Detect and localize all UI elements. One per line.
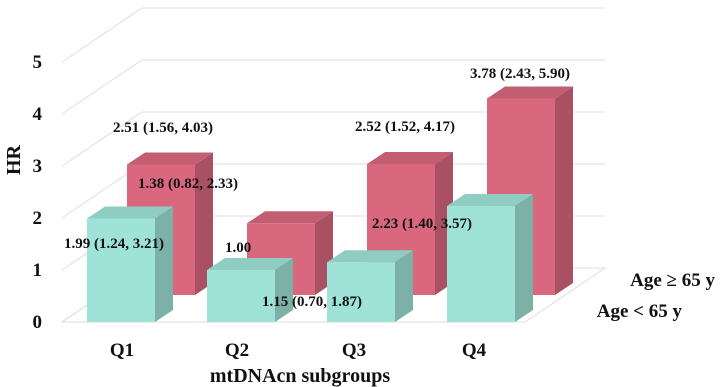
- series-label: Age < 65 y: [597, 301, 683, 322]
- series-label: Age ≥ 65 y: [630, 270, 715, 291]
- bar-side: [275, 258, 293, 322]
- y-tick-label: 4: [33, 104, 43, 125]
- y-tick-label: 2: [33, 208, 43, 229]
- bar-Q3-series-1: [327, 250, 413, 322]
- bars: [87, 86, 573, 322]
- bar-top: [247, 211, 333, 224]
- bar-front: [207, 270, 275, 322]
- y-tick-label: 5: [33, 52, 43, 73]
- bar-side: [395, 250, 413, 322]
- bar-Q2-series-1: [207, 258, 293, 322]
- x-axis-label: mtDNAcn subgroups: [210, 365, 390, 387]
- y-tick-label: 3: [33, 156, 43, 177]
- bar-front: [87, 218, 155, 322]
- x-tick-label: Q4: [462, 340, 487, 361]
- y-axis-label: HR: [3, 144, 25, 175]
- bar-side: [555, 86, 573, 295]
- bar-side: [195, 152, 213, 295]
- y-tick-label: 0: [33, 312, 43, 333]
- bar-side: [155, 206, 173, 322]
- bar-top: [327, 250, 413, 263]
- bar-front: [447, 206, 515, 322]
- gridline: [61, 7, 605, 63]
- data-label: 1.99 (1.24, 3.21): [64, 236, 164, 252]
- y-tick-label: 1: [33, 260, 43, 281]
- gridline: [61, 59, 605, 115]
- data-label: 1.38 (0.82, 2.33): [138, 176, 238, 192]
- data-label: 1.15 (0.70, 1.87): [262, 294, 362, 310]
- x-tick-labels: Q1 Q2 Q3 Q4: [110, 340, 487, 361]
- data-label: 2.51 (1.56, 4.03): [113, 120, 213, 136]
- bar-top: [367, 151, 453, 164]
- bar-side: [515, 194, 533, 322]
- bar-top: [447, 194, 533, 207]
- data-label: 2.52 (1.52, 4.17): [355, 119, 455, 135]
- data-labels: 1.99 (1.24, 3.21) 1.00 1.15 (0.70, 1.87) 2.…: [64, 66, 570, 310]
- bar-top: [487, 86, 573, 99]
- x-tick-label: Q2: [225, 340, 249, 361]
- data-label: 2.23 (1.40, 3.57): [372, 216, 472, 232]
- bar-top: [87, 206, 173, 219]
- gridline: [61, 111, 605, 167]
- x-tick-label: Q1: [110, 340, 134, 361]
- bar-Q1-series-1: [87, 206, 173, 322]
- x-tick-label: Q3: [342, 340, 366, 361]
- data-label: 3.78 (2.43, 5.90): [470, 66, 570, 82]
- bar-front: [327, 262, 395, 322]
- bar-top: [207, 258, 293, 270]
- y-tick-labels: 0 1 2 3 4 5: [33, 52, 43, 333]
- data-label: 1.00: [225, 240, 251, 256]
- series-depth-labels: Age < 65 y Age ≥ 65 y: [597, 270, 716, 322]
- bar-Q4-series-1: [447, 194, 533, 322]
- bar-top: [127, 152, 213, 165]
